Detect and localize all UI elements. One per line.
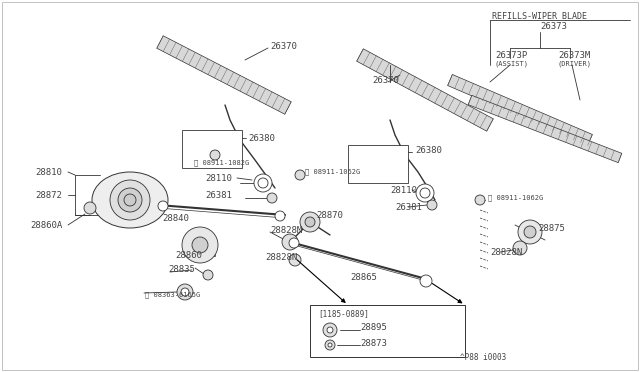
Circle shape [328, 343, 332, 347]
Text: 28872: 28872 [35, 190, 62, 199]
Text: 28875: 28875 [538, 224, 565, 232]
Circle shape [524, 226, 536, 238]
Circle shape [275, 211, 285, 221]
Circle shape [158, 201, 168, 211]
Text: REFILLS-WIPER BLADE: REFILLS-WIPER BLADE [492, 12, 587, 20]
Circle shape [295, 170, 305, 180]
Text: ⓝ 08911-1062G: ⓝ 08911-1062G [488, 195, 543, 201]
Text: 26381: 26381 [205, 190, 232, 199]
Text: 26380: 26380 [415, 145, 442, 154]
Text: (ASSIST): (ASSIST) [495, 61, 529, 67]
Bar [348, 145, 408, 183]
Text: ^P88 i0003: ^P88 i0003 [460, 353, 506, 362]
Circle shape [84, 202, 96, 214]
Text: 28873: 28873 [360, 339, 387, 347]
Text: (DRIVER): (DRIVER) [558, 61, 592, 67]
Polygon shape [157, 36, 291, 114]
Circle shape [110, 180, 150, 220]
Circle shape [289, 254, 301, 266]
Circle shape [177, 284, 193, 300]
Text: Ⓢ 08363-6165G: Ⓢ 08363-6165G [145, 292, 200, 298]
Text: 26373: 26373 [540, 22, 567, 31]
Text: 26370: 26370 [372, 76, 399, 84]
Text: 26373P: 26373P [495, 51, 527, 60]
Text: 28828N: 28828N [265, 253, 297, 263]
Circle shape [254, 174, 272, 192]
Circle shape [124, 194, 136, 206]
Text: 28828M: 28828M [270, 225, 302, 234]
Text: ⓝ 08911-1062G: ⓝ 08911-1062G [305, 169, 360, 175]
Text: 28110: 28110 [205, 173, 232, 183]
Text: 28835: 28835 [168, 266, 195, 275]
Text: ⓝ 08911-1082G: ⓝ 08911-1082G [194, 160, 249, 166]
Text: 26370: 26370 [270, 42, 297, 51]
Circle shape [327, 327, 333, 333]
Circle shape [203, 270, 213, 280]
Circle shape [323, 323, 337, 337]
Circle shape [420, 275, 432, 287]
Text: 28840: 28840 [162, 214, 189, 222]
Circle shape [118, 188, 142, 212]
Text: 26373M: 26373M [558, 51, 590, 60]
Bar [185, 240, 215, 256]
Circle shape [300, 212, 320, 232]
Circle shape [420, 188, 430, 198]
Text: 28828N: 28828N [490, 247, 522, 257]
Bar [182, 130, 242, 168]
Circle shape [210, 150, 220, 160]
Circle shape [518, 220, 542, 244]
Text: 28870: 28870 [316, 211, 343, 219]
Circle shape [513, 241, 527, 255]
Circle shape [416, 184, 434, 202]
Text: 28860A: 28860A [30, 221, 62, 230]
Circle shape [305, 217, 315, 227]
Text: [1185-0889]: [1185-0889] [318, 310, 369, 318]
Circle shape [182, 227, 218, 263]
Polygon shape [356, 49, 493, 131]
Ellipse shape [92, 172, 168, 228]
Circle shape [192, 237, 208, 253]
Polygon shape [468, 95, 622, 163]
Text: 28860: 28860 [175, 250, 202, 260]
Circle shape [181, 288, 189, 296]
Text: 28865: 28865 [350, 273, 377, 282]
Circle shape [258, 178, 268, 188]
Bar [100, 185, 158, 215]
Polygon shape [447, 74, 593, 145]
Circle shape [325, 340, 335, 350]
Circle shape [282, 234, 298, 250]
Circle shape [475, 195, 485, 205]
Text: 26380: 26380 [248, 134, 275, 142]
Text: 28110: 28110 [390, 186, 417, 195]
Text: 28895: 28895 [360, 324, 387, 333]
Circle shape [289, 238, 299, 248]
Text: 28810: 28810 [35, 167, 62, 176]
Circle shape [267, 193, 277, 203]
Bar [310, 305, 465, 357]
Circle shape [427, 200, 437, 210]
Text: 26381: 26381 [395, 202, 422, 212]
